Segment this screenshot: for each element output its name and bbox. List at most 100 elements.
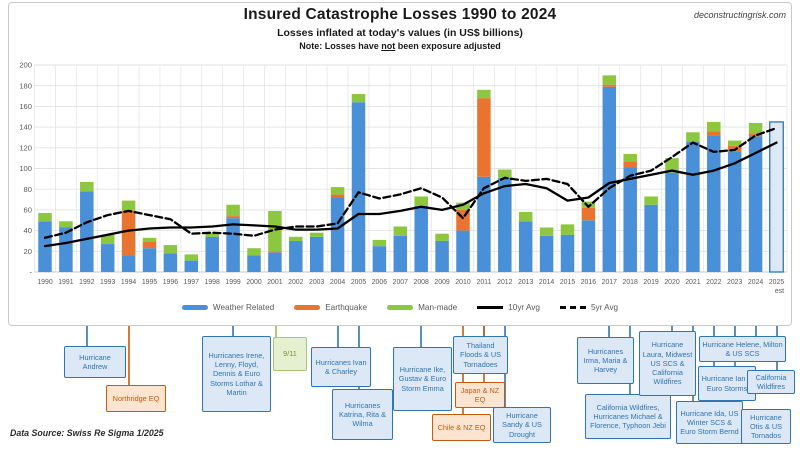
bar-2017-man-made (602, 75, 617, 85)
x-tick-label: 2011 (476, 279, 491, 286)
bar-2020-man-made (665, 158, 679, 173)
chart-subtitle: Losses inflated at today's values (in US… (277, 27, 523, 39)
avg-line-10yr-avg (43, 141, 778, 248)
x-tick-label: 2003 (309, 279, 324, 286)
x-tick-label: 2012 (497, 279, 512, 286)
annotation-calwf2018: California Wildfires, Hurricanes Michael… (585, 394, 671, 439)
x-tick-label: 2006 (372, 279, 387, 286)
legend-swatch (387, 305, 414, 310)
x-tick-label: 2014 (539, 279, 554, 286)
annotation-katrina: Hurricanes Katrina, Rita & Wilma (332, 389, 393, 440)
x-tick-label: 2008 (414, 279, 429, 286)
bar-2012-man-made (498, 169, 512, 178)
bar-2022-weather-related (707, 135, 721, 272)
bar-2022-earthquake (707, 131, 721, 136)
legend-label: Man-made (418, 303, 458, 312)
bar-2004-man-made (330, 187, 345, 195)
note-underlined-word: not (381, 41, 396, 51)
bar-2016-man-made (581, 201, 596, 208)
note-suffix: been exposure adjusted (395, 41, 501, 51)
bar-2018-weather-related (623, 167, 637, 272)
x-tick-label: 2000 (246, 279, 261, 286)
bar-1999-earthquake (226, 216, 240, 219)
y-tick-label: 160 (19, 102, 32, 111)
legend-label: 10yr Avg (508, 303, 540, 312)
legend-swatch (559, 306, 586, 309)
bar-1995-weather-related (142, 248, 157, 272)
bar-2009-man-made (435, 233, 449, 241)
bar-1999-weather-related (226, 218, 240, 272)
bar-2015-man-made (560, 224, 575, 235)
x-tick-label: 1995 (142, 279, 157, 286)
bar-1998-man-made (205, 232, 219, 237)
watermark-url: deconstructingrisk.com (693, 10, 786, 20)
annotation-sandy: Hurricane Sandy & US Drought (493, 407, 551, 443)
x-tick-label: 1990 (37, 279, 52, 286)
bar-2019-weather-related (644, 204, 658, 272)
bar-2025-estimate (769, 121, 784, 273)
bar-2004-weather-related (330, 197, 345, 272)
legend-item-earthquake: Earthquake (294, 303, 367, 312)
x-tick-label: 1998 (205, 279, 220, 286)
data-source-note: Data Source: Swiss Re Sigma 1/2025 (10, 428, 164, 438)
annotation-ida: Hurricane Ida, US Winter SCS & Euro Stor… (676, 401, 743, 444)
bar-1991-man-made (59, 221, 73, 228)
annotation-irma: Hurricanes Irma, Maria & Harvey (577, 337, 634, 384)
chart-title: Insured Catastrophe Losses 1990 to 2024 (243, 6, 557, 23)
avg-line-5yr-avg (43, 126, 778, 239)
bar-2010-man-made (456, 202, 470, 210)
bar-2001-man-made (268, 210, 282, 252)
x-tick-label: 2013 (518, 279, 533, 286)
bar-2018-man-made (623, 154, 637, 162)
x-tick-label: 1999 (225, 279, 240, 286)
x-tick-label: 2025 (769, 279, 784, 286)
legend-item-man-made: Man-made (387, 303, 457, 312)
bar-1992-man-made (80, 181, 94, 192)
legend-swatch (294, 305, 321, 310)
annotation-helene: Hurricane Helene, Milton & US SCS (699, 336, 786, 362)
bar-2013-man-made (518, 211, 533, 222)
bar-1995-man-made (142, 237, 157, 242)
x-tick-label: 2002 (288, 279, 303, 286)
bar-2000-weather-related (247, 255, 261, 272)
annotation-irene: Hurricanes Irene, Lenny, Floyd, Dennis &… (202, 336, 271, 412)
bar-2024-man-made (748, 122, 763, 134)
bar-2024-earthquake (748, 133, 763, 137)
x-tick-label: 2019 (643, 279, 658, 286)
x-tick-label: 2009 (434, 279, 449, 286)
x-tick-label: 2020 (664, 279, 679, 286)
bar-2004-earthquake (330, 194, 345, 198)
y-tick-label: 100 (19, 164, 32, 173)
annotation-calwf2025: California Wildfires (747, 370, 795, 394)
x-tick-label: 2015 (560, 279, 575, 286)
x-tick-label: 2004 (330, 279, 345, 286)
bar-1999-man-made (226, 204, 240, 217)
chart-header: Insured Catastrophe Losses 1990 to 2024 … (0, 6, 800, 51)
bar-2009-weather-related (435, 240, 449, 272)
bar-1997-weather-related (184, 260, 199, 272)
bar-2019-man-made (644, 196, 658, 205)
bar-2010-weather-related (456, 230, 470, 272)
bar-2017-earthquake (602, 84, 617, 87)
bar-2018-earthquake (623, 161, 637, 168)
chart-legend: Weather Related Earthquake Man-made 10yr Av… (0, 303, 800, 312)
x-tick-label: 2024 (748, 279, 763, 286)
bar-1991-weather-related (59, 227, 73, 272)
y-tick-label: 120 (19, 143, 32, 152)
annotation-thailand: Thailand Floods & US Tornadoes (453, 336, 508, 374)
legend-label: Earthquake (325, 303, 368, 312)
bar-1998-weather-related (205, 236, 219, 272)
bar-1994-weather-related (121, 255, 136, 272)
x-tick-label: 1996 (163, 279, 178, 286)
bar-1996-weather-related (163, 253, 178, 272)
x-tick-label: 1991 (58, 279, 73, 286)
y-tick-label: 80 (24, 185, 32, 194)
legend-label: 5yr Avg (590, 303, 619, 312)
legend-item-weather-related: Weather Related (181, 303, 274, 312)
annotation-northridge: Northridge EQ (106, 385, 166, 412)
y-tick-label: 180 (19, 81, 32, 90)
bar-1993-man-made (100, 234, 115, 245)
bar-2003-weather-related (309, 236, 324, 272)
bar-2015-weather-related (560, 234, 575, 272)
x-tick-label: 1992 (79, 279, 94, 286)
